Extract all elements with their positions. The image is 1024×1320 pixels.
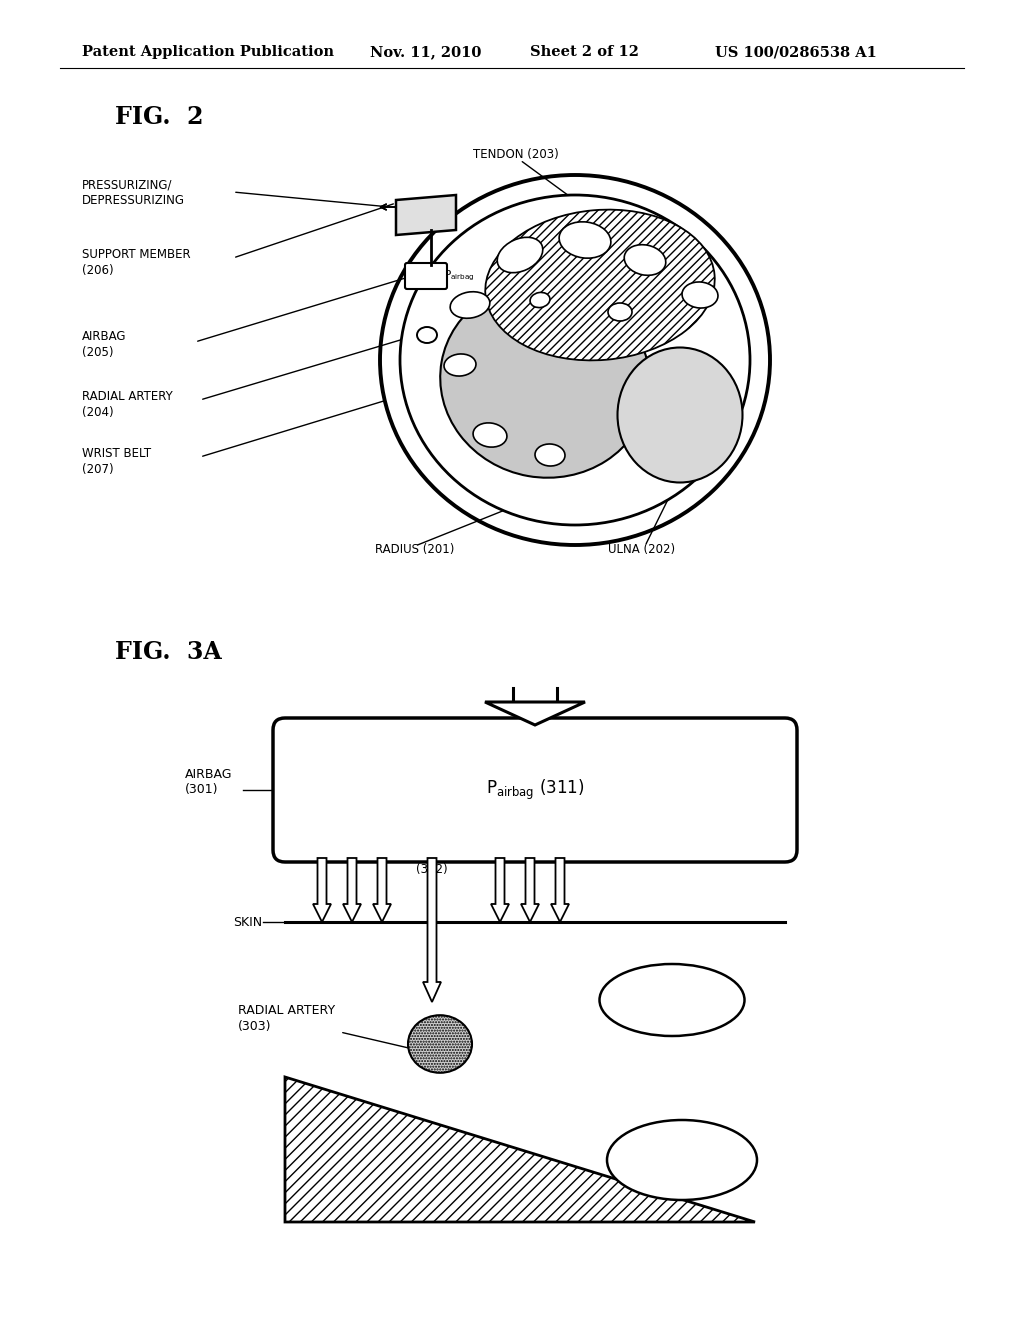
Text: RADIUS (201): RADIUS (201) [375, 543, 455, 556]
Ellipse shape [607, 1119, 757, 1200]
Text: TENDON: TENDON [653, 1154, 711, 1167]
Polygon shape [373, 858, 391, 921]
Ellipse shape [608, 304, 632, 321]
Text: AIRBAG
(205): AIRBAG (205) [82, 330, 127, 359]
Polygon shape [551, 858, 569, 921]
Text: RADIAL ARTERY
(303): RADIAL ARTERY (303) [238, 1005, 335, 1034]
Text: RADIUS: RADIUS [310, 1188, 359, 1200]
Text: P$_{\mathrm{airbag}}$ (311): P$_{\mathrm{airbag}}$ (311) [485, 777, 584, 803]
Ellipse shape [408, 1015, 472, 1073]
Ellipse shape [530, 293, 550, 308]
Ellipse shape [444, 354, 476, 376]
Text: SKIN: SKIN [233, 916, 262, 929]
Polygon shape [423, 858, 441, 1002]
Text: P$_{k+1}$: P$_{k+1}$ [485, 840, 514, 855]
Text: P$_k$: P$_k$ [351, 840, 366, 855]
Polygon shape [490, 858, 509, 921]
Text: $\cdots$: $\cdots$ [334, 842, 346, 855]
Ellipse shape [440, 282, 650, 478]
Text: TENDON: TENDON [644, 994, 700, 1006]
Text: Patent Application Publication: Patent Application Publication [82, 45, 334, 59]
Ellipse shape [625, 244, 666, 276]
Polygon shape [343, 858, 361, 921]
Text: P$_{\mathrm{airbag}}$: P$_{\mathrm{airbag}}$ [444, 269, 475, 284]
Ellipse shape [473, 422, 507, 447]
Ellipse shape [682, 282, 718, 308]
Text: WRIST BELT
(207): WRIST BELT (207) [82, 447, 152, 477]
Text: TENDON (203): TENDON (203) [473, 148, 559, 161]
Text: P$_{\rm artery}$: P$_{\rm artery}$ [415, 838, 449, 855]
Polygon shape [313, 858, 331, 921]
Ellipse shape [400, 195, 750, 525]
Polygon shape [396, 195, 456, 235]
Text: $\cdots$: $\cdots$ [521, 842, 535, 855]
Ellipse shape [485, 210, 715, 360]
Ellipse shape [559, 222, 611, 259]
Text: RADIAL ARTERY
(204): RADIAL ARTERY (204) [82, 389, 173, 418]
Ellipse shape [417, 327, 437, 343]
Ellipse shape [535, 444, 565, 466]
Text: AIRBAG
(301): AIRBAG (301) [185, 767, 232, 796]
Ellipse shape [599, 964, 744, 1036]
Text: Sheet 2 of 12: Sheet 2 of 12 [530, 45, 639, 59]
Text: Nov. 11, 2010: Nov. 11, 2010 [370, 45, 481, 59]
Text: SUPPORT MEMBER
(206): SUPPORT MEMBER (206) [82, 248, 190, 277]
Text: P$_n$: P$_n$ [546, 840, 560, 855]
Text: 302: 302 [623, 842, 647, 855]
Polygon shape [521, 858, 539, 921]
Text: P$_1$: P$_1$ [315, 840, 329, 855]
Polygon shape [485, 702, 585, 725]
FancyBboxPatch shape [406, 263, 447, 289]
Text: US 100/0286538 A1: US 100/0286538 A1 [715, 45, 877, 59]
Ellipse shape [451, 292, 489, 318]
Polygon shape [285, 1077, 755, 1222]
Text: ULNA (202): ULNA (202) [608, 543, 675, 556]
Ellipse shape [617, 347, 742, 483]
Ellipse shape [498, 238, 543, 273]
Text: FIG.  3A: FIG. 3A [115, 640, 222, 664]
Text: (312): (312) [416, 863, 447, 876]
Text: FIG.  2: FIG. 2 [115, 106, 204, 129]
FancyBboxPatch shape [273, 718, 797, 862]
Text: PRESSURIZING/
DEPRESSURIZING: PRESSURIZING/ DEPRESSURIZING [82, 178, 185, 207]
